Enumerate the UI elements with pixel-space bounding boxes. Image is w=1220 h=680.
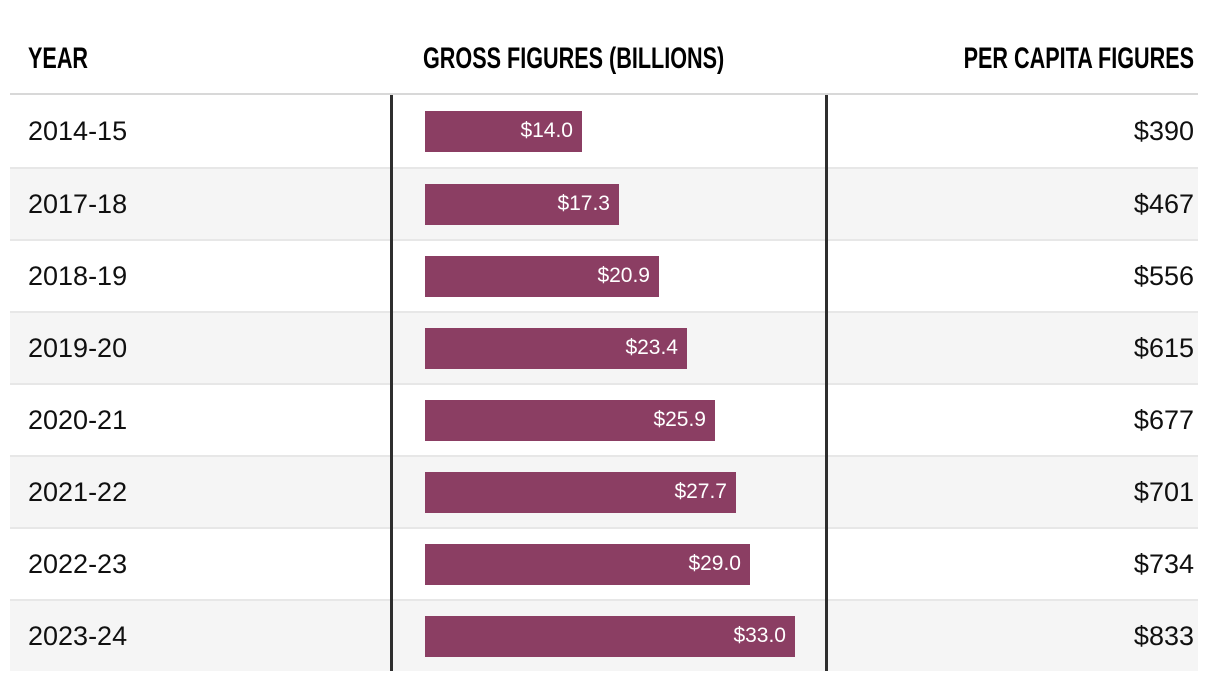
gross-bar: $17.3 [425,183,619,225]
gross-bar-label: $23.4 [625,336,678,359]
bar-cell: $25.9 [391,399,827,441]
column-header-gross-label: GROSS FIGURES (BILLIONS) [423,42,725,75]
column-header-gross: GROSS FIGURES (BILLIONS) [391,42,827,93]
per-capita-cell: $833 [1133,620,1194,651]
column-divider-left [390,95,393,671]
bar-cell: $20.9 [391,255,827,297]
per-capita-cell: $390 [1133,115,1194,146]
per-capita-cell: $467 [1133,188,1194,219]
bar-cell: $33.0 [391,615,827,657]
gross-bar: $14.0 [425,110,582,152]
year-cell: 2018-19 [28,260,128,291]
gross-bar-label: $14.0 [520,119,573,142]
year-cell: 2023-24 [28,620,128,651]
table-row: 2017-18 $17.3 $467 [10,167,1198,239]
gross-bar-label: $29.0 [688,552,741,575]
per-capita-cell: $677 [1133,404,1194,435]
bar-cell: $29.0 [391,543,827,585]
gross-bar-label: $33.0 [733,624,786,647]
bar-cell: $23.4 [391,327,827,369]
gross-bar: $20.9 [425,255,659,297]
per-capita-cell: $556 [1133,260,1194,291]
bar-cell: $17.3 [391,183,827,225]
gross-bar-label: $17.3 [557,192,610,215]
gross-bar-label: $27.7 [674,480,727,503]
year-cell: 2021-22 [28,476,128,507]
year-cell: 2020-21 [28,404,128,435]
table-row: 2014-15 $14.0 $390 [10,95,1198,167]
gross-bar: $23.4 [425,327,687,369]
per-capita-cell: $615 [1133,332,1194,363]
year-cell: 2019-20 [28,332,128,363]
table-header: YEAR GROSS FIGURES (BILLIONS) PER CAPITA… [10,0,1198,95]
column-header-year: YEAR [10,42,391,93]
per-capita-cell: $734 [1133,548,1194,579]
gross-vs-per-capita-table: YEAR GROSS FIGURES (BILLIONS) PER CAPITA… [10,0,1198,671]
gross-bar: $29.0 [425,543,750,585]
table-row: 2021-22 $27.7 $701 [10,455,1198,527]
table-row: 2022-23 $29.0 $734 [10,527,1198,599]
year-cell: 2014-15 [28,115,128,146]
year-cell: 2022-23 [28,548,128,579]
table-row: 2018-19 $20.9 $556 [10,239,1198,311]
gross-bar-label: $25.9 [653,408,706,431]
gross-bar: $33.0 [425,615,795,657]
column-header-per-capita: PER CAPITA FIGURES [827,42,1198,93]
column-header-per-capita-label: PER CAPITA FIGURES [963,42,1194,75]
bar-cell: $14.0 [391,110,827,152]
gross-bar: $25.9 [425,399,715,441]
table-body: 2014-15 $14.0 $390 2017-18 $17.3 $467 20… [10,95,1198,671]
gross-bar-label: $20.9 [597,264,650,287]
table-row: 2020-21 $25.9 $677 [10,383,1198,455]
table-row: 2023-24 $33.0 $833 [10,599,1198,671]
bar-cell: $27.7 [391,471,827,513]
per-capita-cell: $701 [1133,476,1194,507]
gross-bar: $27.7 [425,471,736,513]
column-header-year-label: YEAR [28,42,89,75]
year-cell: 2017-18 [28,188,128,219]
table-row: 2019-20 $23.4 $615 [10,311,1198,383]
column-divider-right [825,95,828,671]
